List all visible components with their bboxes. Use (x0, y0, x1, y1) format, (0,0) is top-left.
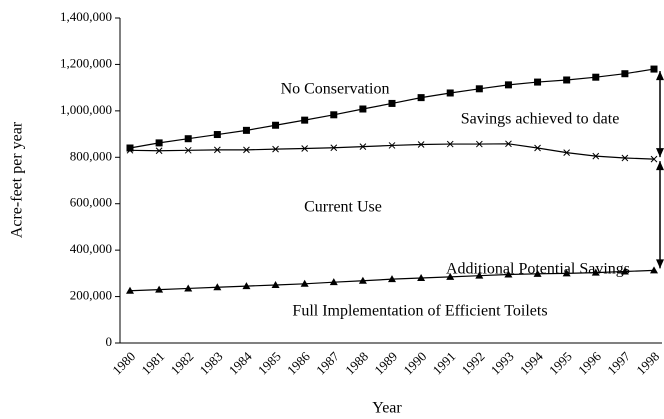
marker (417, 141, 425, 148)
y-tick-label: 400,000 (70, 241, 112, 256)
x-tick-label: 1996 (575, 348, 604, 377)
marker (213, 131, 221, 139)
y-tick-label: 600,000 (70, 195, 112, 210)
y-tick-label: 1,400,000 (60, 9, 112, 24)
arrow-head (656, 148, 664, 158)
x-tick-label: 1980 (109, 349, 138, 378)
marker (242, 282, 251, 290)
marker (358, 276, 367, 284)
marker (388, 99, 396, 107)
x-tick-label: 1995 (546, 349, 575, 378)
series-line (129, 68, 655, 149)
marker (475, 85, 483, 93)
marker (504, 81, 512, 89)
x-tick-label: 1991 (429, 349, 458, 378)
marker (213, 283, 222, 291)
marker (562, 269, 571, 277)
y-tick-label: 1,200,000 (60, 55, 112, 70)
marker (329, 278, 338, 286)
x-tick-label: 1997 (604, 348, 633, 377)
marker (330, 111, 338, 119)
x-tick-label: 1988 (342, 349, 371, 378)
marker (330, 144, 338, 152)
marker (272, 145, 279, 153)
series-label: No Conservation (281, 81, 390, 98)
annotation: Savings achieved to date (461, 111, 620, 128)
marker (534, 144, 541, 152)
marker (621, 154, 629, 162)
marker (126, 146, 134, 154)
x-tick-label: 1994 (517, 348, 546, 377)
marker (592, 73, 600, 81)
x-tick-label: 1993 (488, 349, 517, 378)
marker (184, 146, 192, 154)
marker (621, 70, 629, 78)
series-label: Current Use (304, 199, 382, 216)
marker (446, 140, 454, 148)
series-label: Full Implementation of Efficient Toilets (292, 303, 547, 320)
marker (650, 266, 658, 274)
marker (271, 280, 280, 288)
y-tick-label: 1,000,000 (60, 102, 112, 117)
marker (301, 145, 309, 152)
arrow-head (656, 71, 664, 81)
marker (417, 94, 425, 102)
marker (534, 78, 542, 86)
marker (155, 147, 163, 155)
x-tick-label: 1981 (138, 349, 167, 378)
x-tick-label: 1982 (167, 349, 196, 378)
marker (242, 126, 250, 134)
marker (650, 155, 658, 163)
arrow-head (656, 259, 664, 269)
marker (359, 105, 367, 113)
x-tick-label: 1989 (371, 349, 400, 378)
marker (620, 267, 629, 275)
marker (184, 284, 193, 292)
marker (446, 272, 455, 280)
marker (301, 116, 309, 124)
marker (563, 76, 571, 84)
y-tick-label: 200,000 (70, 288, 112, 303)
x-axis-label: Year (372, 400, 402, 417)
annotation: Additional Potential Savings (446, 261, 630, 278)
marker (155, 139, 163, 147)
x-tick-label: 1987 (313, 348, 342, 377)
marker (184, 135, 192, 143)
marker (504, 270, 513, 278)
x-tick-label: 1992 (459, 349, 488, 378)
marker (388, 275, 396, 283)
x-tick-label: 1983 (197, 349, 226, 378)
marker (563, 149, 571, 156)
marker (533, 269, 542, 277)
marker (650, 65, 658, 73)
marker (243, 146, 250, 154)
marker (126, 286, 134, 294)
x-tick-label: 1990 (400, 349, 429, 378)
y-tick-label: 0 (106, 334, 113, 349)
marker (300, 279, 309, 287)
marker (359, 143, 367, 150)
marker (592, 152, 600, 160)
marker (417, 274, 426, 281)
marker (272, 121, 280, 129)
x-tick-label: 1998 (633, 349, 662, 378)
marker (446, 89, 454, 97)
x-tick-label: 1984 (226, 348, 255, 377)
marker (591, 268, 600, 276)
marker (475, 271, 484, 279)
marker (155, 285, 164, 293)
arrow-head (656, 161, 664, 171)
y-axis-label: Acre-feet per year (9, 121, 26, 238)
x-tick-label: 1986 (284, 348, 313, 377)
x-tick-label: 1985 (255, 349, 284, 378)
marker (505, 140, 512, 148)
marker (126, 144, 134, 152)
marker (388, 142, 396, 149)
marker (213, 146, 221, 154)
marker (475, 140, 483, 148)
y-tick-label: 800,000 (70, 148, 112, 163)
